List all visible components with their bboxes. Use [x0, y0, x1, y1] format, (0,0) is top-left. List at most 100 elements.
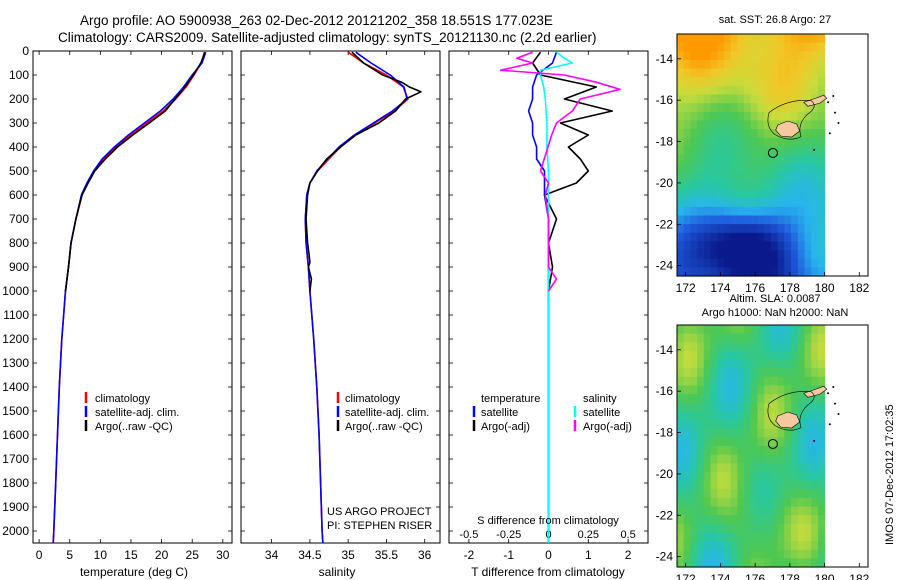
map-cell — [744, 325, 752, 335]
map-cell — [690, 480, 698, 490]
depth-tick-label: 400 — [9, 140, 29, 154]
map-cell — [677, 325, 685, 335]
map-cell — [690, 180, 698, 191]
map-cell — [797, 394, 806, 404]
map-cell — [757, 59, 765, 70]
map-cell — [797, 172, 806, 182]
map-cell — [784, 77, 792, 87]
map-cell — [730, 333, 738, 343]
map-cell — [804, 206, 812, 217]
map-cell — [757, 77, 765, 87]
map-cell — [744, 232, 752, 242]
map-cell — [764, 258, 772, 268]
map-cell — [744, 120, 752, 130]
map-cell — [690, 77, 698, 87]
map-cell — [791, 497, 799, 508]
map-cell — [777, 333, 785, 343]
map-cell — [791, 471, 799, 482]
map-cell — [744, 42, 752, 52]
map-cell — [757, 68, 765, 78]
map-cell — [750, 51, 759, 61]
map-cell — [737, 137, 745, 147]
map-cell — [697, 471, 705, 482]
map-cell — [811, 549, 819, 559]
map-cell — [724, 394, 732, 404]
islet-dot — [813, 148, 816, 151]
map-cell — [764, 224, 772, 234]
map-cell — [750, 532, 759, 542]
map-cell — [744, 489, 752, 499]
map-cell — [750, 506, 759, 516]
map-cell — [757, 342, 765, 352]
salinity-legend: climatology satellite-adj. clim. Argo(..… — [336, 392, 429, 433]
map-cell — [797, 437, 806, 447]
map-cell — [737, 489, 745, 499]
map-cell — [764, 42, 772, 52]
map-cell — [770, 359, 779, 369]
map-cell — [757, 224, 765, 234]
map-cell — [817, 523, 826, 533]
map-cell — [677, 241, 685, 251]
map-cell — [724, 437, 732, 447]
map-cell — [717, 232, 725, 242]
map-cell — [683, 333, 691, 343]
map-cell — [703, 34, 712, 44]
map-x-tick-label: 176 — [745, 281, 765, 295]
map-cell — [690, 394, 698, 404]
map-cell — [730, 232, 738, 242]
map-cell — [677, 42, 685, 52]
map-cell — [744, 68, 752, 78]
map-cell — [744, 180, 752, 191]
map-cell — [817, 232, 826, 242]
islet-dot — [832, 386, 835, 389]
map-cell — [750, 137, 759, 147]
map-cell — [724, 51, 732, 61]
map-cell — [677, 172, 685, 182]
map-cell — [797, 532, 806, 542]
map-cell — [703, 523, 712, 533]
map-cell — [784, 198, 792, 208]
map-cell — [703, 428, 712, 438]
map-cell — [717, 180, 725, 191]
islet-dot — [827, 101, 830, 104]
map-cell — [757, 471, 765, 482]
salinity-xlabel: salinity — [319, 565, 356, 579]
map-cell — [697, 394, 705, 404]
map-cell — [764, 541, 772, 551]
map-cell — [710, 163, 718, 173]
temperature-panel-frame — [32, 50, 233, 544]
map-cell — [784, 506, 792, 516]
map-cell — [710, 428, 718, 438]
map-y-tick-label: -18 — [656, 135, 674, 149]
map-cell — [764, 506, 772, 516]
map-cell — [697, 428, 705, 438]
map-cell — [817, 394, 826, 404]
map-cell — [724, 77, 732, 87]
map-cell — [724, 549, 732, 559]
map-cell — [757, 515, 765, 525]
map-cell — [683, 224, 691, 234]
map-cell — [764, 34, 772, 44]
map-cell — [797, 51, 806, 61]
map-cell — [791, 189, 799, 199]
map-cell — [784, 137, 792, 147]
map-cell — [757, 206, 765, 217]
map-cell — [784, 232, 792, 242]
map-cell — [777, 402, 785, 412]
map-cell — [677, 376, 685, 387]
map-cell — [717, 198, 725, 208]
map-cell — [677, 471, 685, 482]
map-cell — [677, 359, 685, 369]
map-cell — [757, 454, 765, 464]
map-cell — [791, 68, 799, 78]
map-cell — [744, 541, 752, 551]
map-cell — [683, 497, 691, 508]
map-cell — [717, 515, 725, 525]
map-cell — [717, 497, 725, 508]
map-cell — [690, 189, 698, 199]
map-cell — [730, 437, 738, 447]
project-annotation-line-2: PI: STEPHEN RISER — [327, 520, 432, 532]
x-tick-label: 30 — [216, 548, 230, 562]
map-cell — [811, 241, 819, 251]
map-cell — [724, 155, 732, 165]
